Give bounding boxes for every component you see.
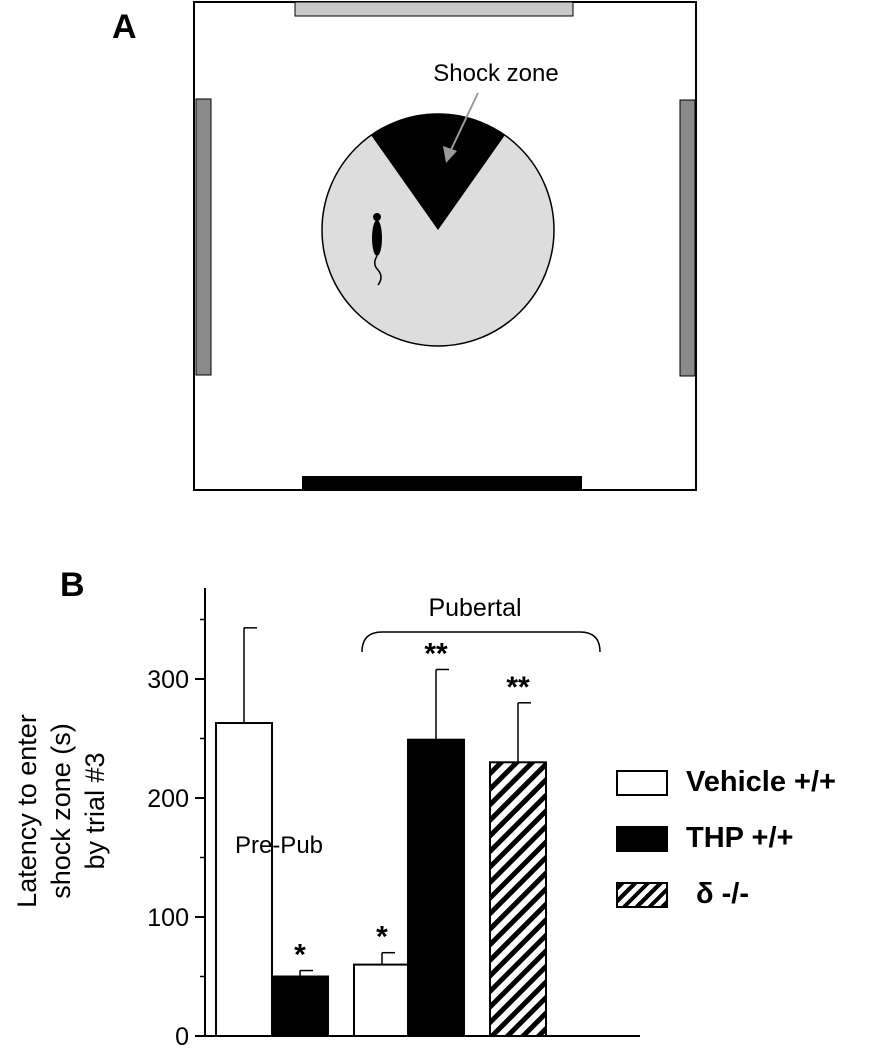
shock-zone-arrow xyxy=(449,92,479,153)
mouse-icon xyxy=(372,213,382,286)
bar xyxy=(215,722,273,1038)
significance-label: * xyxy=(376,921,388,954)
significance-label: ** xyxy=(506,671,530,704)
prepub-label: Pre-Pub xyxy=(235,832,323,859)
bar xyxy=(407,738,465,1037)
cue-bottom xyxy=(302,476,582,490)
cue-right xyxy=(679,99,696,377)
bar xyxy=(271,975,329,1037)
shock-zone-sector xyxy=(371,113,505,230)
pubertal-label: Pubertal xyxy=(428,594,521,622)
cue-top xyxy=(294,1,574,17)
significance-label: * xyxy=(294,939,306,972)
bar xyxy=(489,761,547,1037)
pubertal-bracket xyxy=(361,631,601,653)
shock-zone-label: Shock zone xyxy=(433,60,558,87)
y-tick-label: 0 xyxy=(175,1023,189,1050)
legend-swatch-delta xyxy=(616,882,668,908)
legend-swatch-thp xyxy=(616,826,668,852)
legend-label-delta: δ -/- xyxy=(696,878,750,910)
y-tick-label: 100 xyxy=(147,904,189,932)
cue-left xyxy=(195,98,212,376)
arena-diagram: Shock zone xyxy=(193,1,697,491)
legend-label-thp: THP +/+ xyxy=(686,822,794,854)
bar xyxy=(353,963,411,1037)
y-tick-label: 300 xyxy=(147,666,189,694)
y-axis-label-line-3: by trial #3 xyxy=(80,752,110,869)
y-axis-label-line-1: Latency to enter xyxy=(12,714,42,908)
panel-b-letter: B xyxy=(60,566,85,604)
y-axis-label: Latency to enter shock zone (s) by trial… xyxy=(12,714,110,908)
shock-zone-arrowhead xyxy=(443,146,457,163)
y-tick-label: 200 xyxy=(147,785,189,813)
significance-label: ** xyxy=(424,637,448,670)
legend-label-vehicle: Vehicle +/+ xyxy=(686,766,836,798)
y-axis-label-line-2: shock zone (s) xyxy=(46,723,76,899)
legend-swatch-vehicle xyxy=(616,770,668,796)
panel-a-letter: A xyxy=(112,8,137,46)
